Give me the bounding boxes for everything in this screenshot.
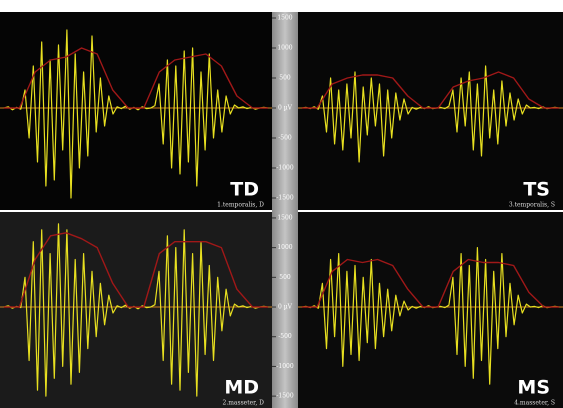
y-tick-label: -500 (278, 135, 292, 142)
y-tick-label: -1000 (276, 165, 293, 172)
y-tick-label: -1500 (276, 393, 293, 400)
y-tick-label: 0 µV (278, 105, 293, 112)
y-tick-label: 500 (279, 75, 291, 82)
panel-subtitle: 4.masseter, S (514, 400, 555, 407)
panel (298, 212, 563, 408)
envelope (4, 232, 268, 308)
y-tick-label: 1500 (277, 214, 292, 221)
panel-title: TD (230, 179, 259, 201)
panel-title: MS (517, 377, 550, 399)
envelope (4, 47, 268, 109)
axis-strip (272, 12, 298, 408)
envelope (302, 71, 559, 109)
panel-title: TS (523, 179, 550, 201)
panel-subtitle: 1.temporalis, D (217, 202, 264, 209)
y-tick-label: 1500 (277, 15, 292, 22)
y-tick-label: 1000 (277, 45, 292, 52)
envelope (302, 258, 559, 308)
y-tick-label: 0 µV (278, 304, 293, 311)
panel (298, 12, 563, 210)
panel-title: MD (224, 377, 259, 399)
y-tick-label: -1500 (276, 195, 293, 202)
y-tick-label: 500 (279, 274, 291, 281)
y-tick-label: -500 (278, 333, 292, 340)
y-tick-label: -1000 (276, 363, 293, 370)
panel-subtitle: 2.masseter, D (223, 400, 265, 407)
y-tick-label: 1000 (277, 244, 292, 251)
panel-subtitle: 3.temporalis, S (509, 202, 555, 209)
